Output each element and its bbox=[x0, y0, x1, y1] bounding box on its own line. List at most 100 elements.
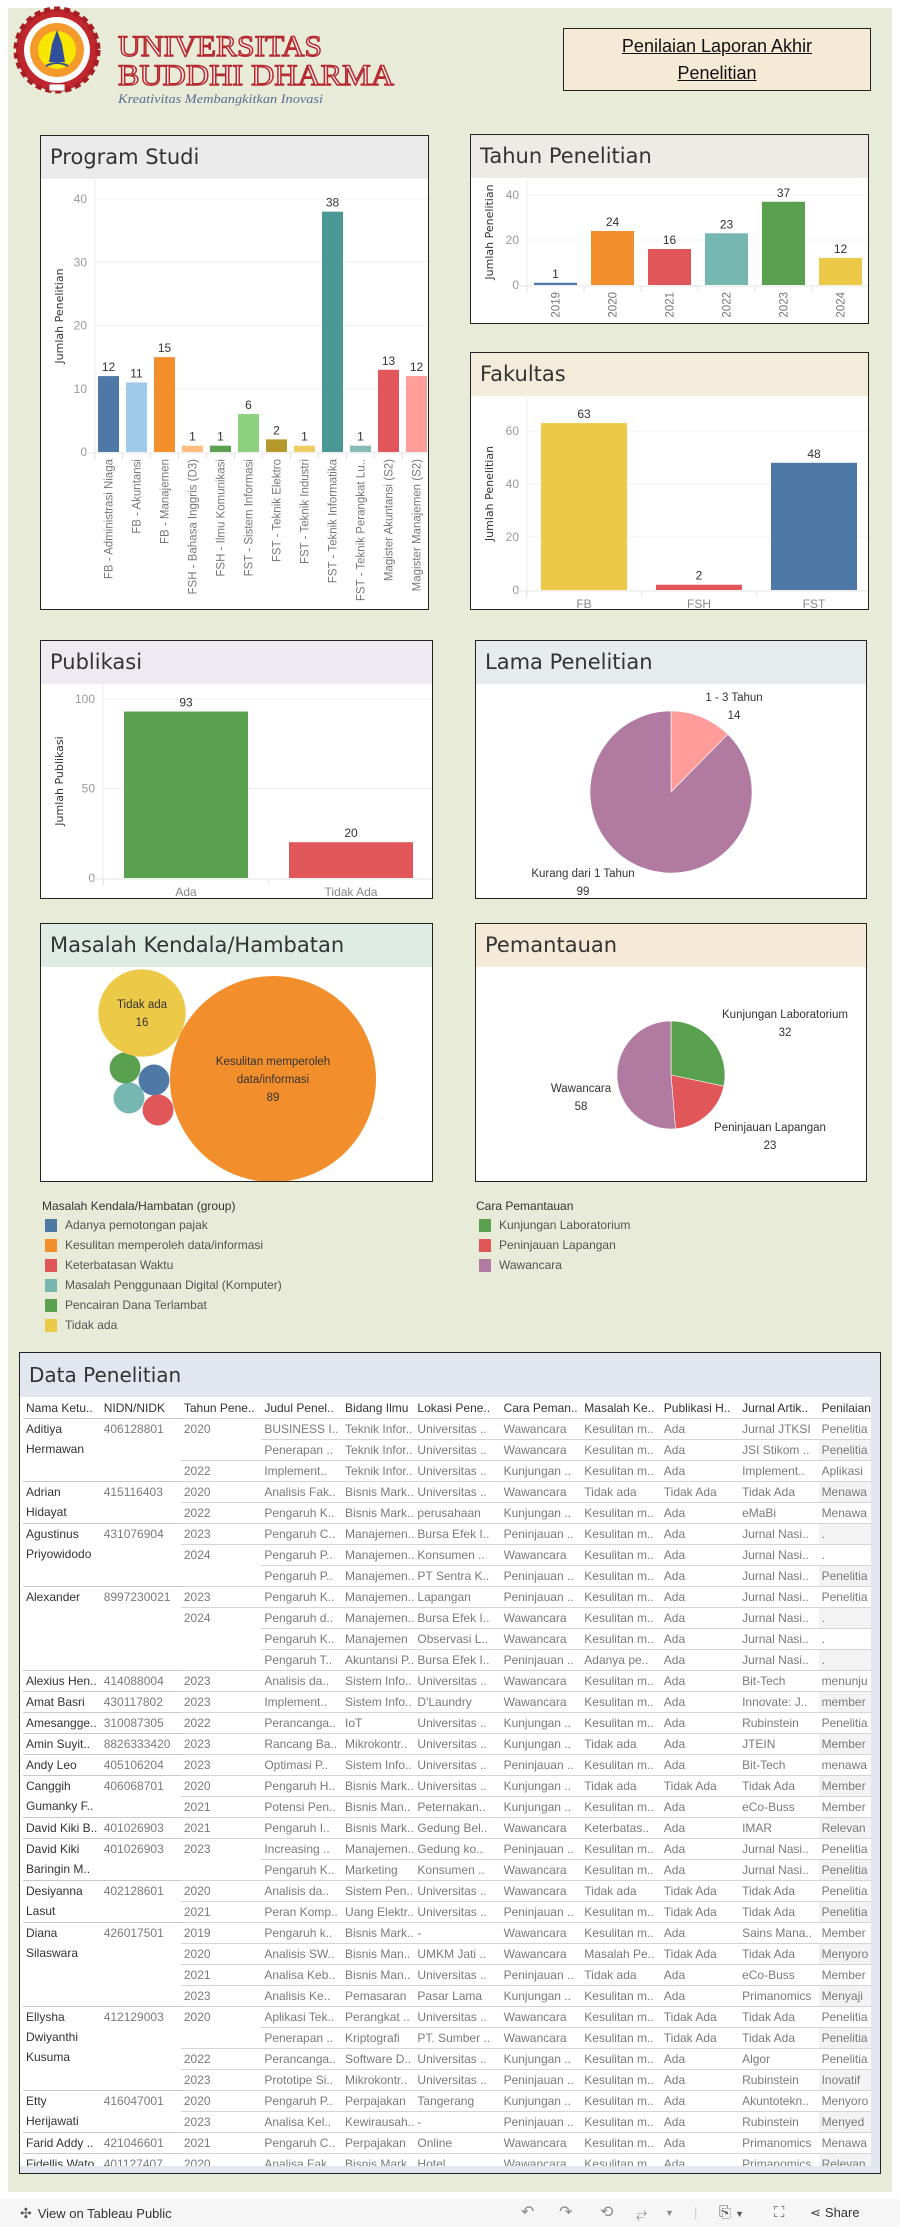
table-row[interactable]: Desiyanna Lasut 402128601 2020 Analisis da.… bbox=[23, 1880, 871, 1923]
table-row[interactable]: 2020 Analisis SW.. Bisnis Man.. UMKM Jati .… bbox=[23, 1943, 871, 1965]
table-row[interactable]: David Kiki B.. 401026903 2021 Pengaruh I.. B… bbox=[23, 1817, 871, 1839]
table-row[interactable]: 2024 Pengaruh d.. Manajemen.. Bursa Efek I.… bbox=[23, 1607, 871, 1629]
cell: Peninjauan .. bbox=[500, 1964, 582, 1986]
table-row[interactable]: 2022 Pengaruh K.. Bisnis Mark.. perusahaan K… bbox=[23, 1502, 871, 1524]
column-header[interactable]: Tahun Pene.. bbox=[183, 1400, 255, 1415]
cell: 2023 bbox=[180, 2111, 262, 2133]
table-row[interactable]: Penerapan .. Teknik Infor.. Universitas ..… bbox=[23, 1439, 871, 1461]
bar bbox=[289, 842, 413, 878]
table-row[interactable]: 2023 Analisis Ke.. Pemasaran Pasar Lama Kunj… bbox=[23, 1985, 871, 2007]
table-row[interactable]: Ellysha Dwiyanthi Kusuma 412129003 2020 Apl… bbox=[23, 2006, 871, 2091]
legend-item[interactable]: Adanya pemotongan pajak bbox=[42, 1215, 282, 1235]
table-row[interactable]: Amin Suyit.. 8826333420 2023 Rancang Ba.. Mi… bbox=[23, 1733, 871, 1755]
download-icon[interactable]: ⎘ ▼ bbox=[719, 2204, 745, 2221]
bar-value-label: 24 bbox=[606, 215, 620, 229]
table-row[interactable]: Pengaruh K.. Marketing Konsumen .. Wawancar… bbox=[23, 1859, 871, 1881]
legend-item[interactable]: Kesulitan memperoleh data/informasi bbox=[42, 1235, 282, 1255]
tableau-icon: ✣ bbox=[20, 2205, 32, 2221]
cell: Analisis Ke.. bbox=[261, 1985, 343, 2007]
cell-nidn: 412129003 bbox=[100, 2006, 181, 2091]
cell: perusahaan bbox=[414, 1502, 501, 1524]
table-row[interactable]: 2021 Potensi Pen.. Bisnis Man.. Peternakan.… bbox=[23, 1796, 871, 1818]
column-header[interactable]: Cara Peman.. bbox=[503, 1400, 578, 1415]
column-header[interactable]: Judul Penel.. bbox=[264, 1400, 334, 1415]
data-table-scroll-area[interactable]: Nama Ketu.. NIDN/NIDK Tahun Pene.. Judul Pe… bbox=[20, 1397, 871, 2166]
slice-value: 58 bbox=[575, 1101, 588, 1113]
table-row[interactable]: Alexius Hen.. 414088004 2023 Analisis da.. S… bbox=[23, 1670, 871, 1692]
panel-title: Tahun Penelitian bbox=[471, 135, 868, 178]
table-row[interactable]: 2023 Prototipe Si.. Mikrokontr.. Universita… bbox=[23, 2069, 871, 2091]
cell: Wawancara bbox=[500, 2153, 582, 2166]
column-header[interactable]: NIDN/NIDK bbox=[103, 1400, 166, 1415]
table-row[interactable]: David Kiki Baringin M.. 401026903 2023 Incr… bbox=[23, 1838, 871, 1881]
legend-item[interactable]: Tidak ada bbox=[42, 1315, 282, 1335]
refresh-dropdown-icon[interactable]: ▼ bbox=[665, 2208, 674, 2218]
cell-nidn: 310087305 bbox=[100, 1712, 181, 1734]
legend-item[interactable]: Kunjungan Laboratorium bbox=[476, 1215, 630, 1235]
table-row[interactable]: Amesangge.. 310087305 2022 Perancanga.. IoT U… bbox=[23, 1712, 871, 1734]
cell-nama: Amin Suyit.. bbox=[23, 1733, 101, 1755]
table-row[interactable]: Penerapan .. Kriptografi PT. Sumber .. Wawa… bbox=[23, 2027, 871, 2049]
cell: 2022 bbox=[180, 1502, 262, 1524]
table-row[interactable]: 2021 Peran Komp.. Uang Elektr.. Universitas… bbox=[23, 1901, 871, 1923]
table-row[interactable]: Farid Addy .. 421046601 2021 Pengaruh C.. Pe… bbox=[23, 2132, 871, 2154]
cell: Kesulitan m.. bbox=[581, 1418, 661, 1440]
column-header[interactable]: Jurnal Artik.. bbox=[742, 1400, 809, 1415]
table-row[interactable]: Amat Basri 430117802 2023 Implement.. Sistem… bbox=[23, 1691, 871, 1713]
cell: Member bbox=[818, 1733, 871, 1755]
redo-icon[interactable]: ↷ bbox=[559, 2204, 573, 2221]
cell: menawa bbox=[818, 1754, 871, 1776]
cell: Kesulitan m.. bbox=[581, 2027, 661, 2049]
cell: Jurnal Nasi.. bbox=[739, 1838, 819, 1860]
legend-item[interactable]: Masalah Penggunaan Digital (Komputer) bbox=[42, 1275, 282, 1295]
cell: Bisnis Man.. bbox=[342, 1943, 415, 1965]
legend-item[interactable]: Keterbatasan Waktu bbox=[42, 1255, 282, 1275]
column-header[interactable]: Lokasi Pene.. bbox=[417, 1400, 491, 1415]
table-row[interactable]: 2022 Implement.. Teknik Infor.. Universitas… bbox=[23, 1460, 871, 1482]
revert-icon[interactable]: ⟲ bbox=[600, 2204, 614, 2221]
table-row[interactable]: Alexander 8997230021 2023 Pengaruh K.. Manaj… bbox=[23, 1586, 871, 1671]
table-row[interactable]: 2024 Pengaruh P.. Manajemen.. Konsumen .. Wa… bbox=[23, 1544, 871, 1566]
cell: Member bbox=[818, 1964, 871, 1986]
cell: . bbox=[818, 1544, 871, 1566]
x-category-label: 2024 bbox=[836, 291, 848, 317]
table-row[interactable]: Aditiya Hermawan 406128801 2020 BUSINESS I.… bbox=[23, 1418, 871, 1482]
column-header[interactable]: Nama Ketu.. bbox=[26, 1400, 93, 1415]
pie-slice bbox=[616, 1020, 676, 1130]
cell: 2022 bbox=[180, 1460, 262, 1482]
column-header[interactable]: Penilaian bbox=[821, 1400, 871, 1415]
column-header[interactable]: Publikasi H.. bbox=[663, 1400, 731, 1415]
column-header[interactable]: Bidang Ilmu bbox=[345, 1400, 409, 1415]
legend-item[interactable]: Pencairan Dana Terlambat bbox=[42, 1295, 282, 1315]
x-category-label: Magister Akuntansi (S2) bbox=[384, 459, 396, 581]
cell: 2020 bbox=[180, 1880, 262, 1902]
cell: Kesulitan m.. bbox=[581, 1628, 661, 1650]
cell: Adanya pe.. bbox=[581, 1649, 661, 1671]
undo-icon[interactable]: ↶ bbox=[521, 2204, 535, 2221]
bar bbox=[266, 439, 287, 452]
table-row[interactable]: 2021 Analisa Keb.. Bisnis Man.. Universitas… bbox=[23, 1964, 871, 1986]
masalah-legend: Masalah Kendala/Hambatan (group) Adanya … bbox=[42, 1197, 282, 1335]
table-row[interactable]: Pengaruh P.. Manajemen.. PT Sentra K.. Peni… bbox=[23, 1565, 871, 1587]
table-row[interactable]: Pengaruh K.. Manajemen Observasi L.. Wawanc… bbox=[23, 1628, 871, 1650]
cell: Tangerang bbox=[414, 2090, 501, 2112]
fullscreen-icon[interactable]: ⛶ bbox=[774, 2204, 785, 2221]
share-button[interactable]: ⋖ Share bbox=[810, 2199, 860, 2227]
legend-item[interactable]: Wawancara bbox=[476, 1255, 630, 1275]
table-row[interactable]: Pengaruh T.. Akuntansi P.. Bursa Efek I.. P… bbox=[23, 1649, 871, 1671]
table-row[interactable]: Agustinus Priyowidodo 431076904 2023 Pengar… bbox=[23, 1523, 871, 1587]
table-row[interactable]: Adrian Hidayat 415116403 2020 Analisis Fak.… bbox=[23, 1481, 871, 1524]
cell: Universitas .. bbox=[414, 1880, 501, 1902]
table-row[interactable]: 2023 Analisa Kel.. Kewirausah.. - Peninjauan… bbox=[23, 2111, 871, 2133]
legend-item[interactable]: Peninjauan Lapangan bbox=[476, 1235, 630, 1255]
table-row[interactable]: Fidellis Wato Tholok4011274072020Analisa… bbox=[23, 2153, 871, 2166]
view-on-tableau-button[interactable]: ✣ View on Tableau Public bbox=[20, 2199, 172, 2227]
table-row[interactable]: Andy Leo 405106204 2023 Optimasi P.. Sistem … bbox=[23, 1754, 871, 1776]
table-row[interactable]: Etty Herijawati 416047001 2020 Pengaruh P..… bbox=[23, 2090, 871, 2133]
table-row[interactable]: Diana Silaswara 426017501 2019 Pengaruh k..… bbox=[23, 1922, 871, 2007]
column-header[interactable]: Masalah Ke.. bbox=[584, 1400, 655, 1415]
cell: Kesulitan m.. bbox=[581, 1691, 661, 1713]
table-row[interactable]: Canggih Gumanky F.. 406068701 2020 Pengaruh… bbox=[23, 1775, 871, 1818]
refresh-icon[interactable]: ⥂ bbox=[636, 2205, 648, 2221]
table-row[interactable]: 2022 Perancanga.. Software D.. Universitas … bbox=[23, 2048, 871, 2070]
